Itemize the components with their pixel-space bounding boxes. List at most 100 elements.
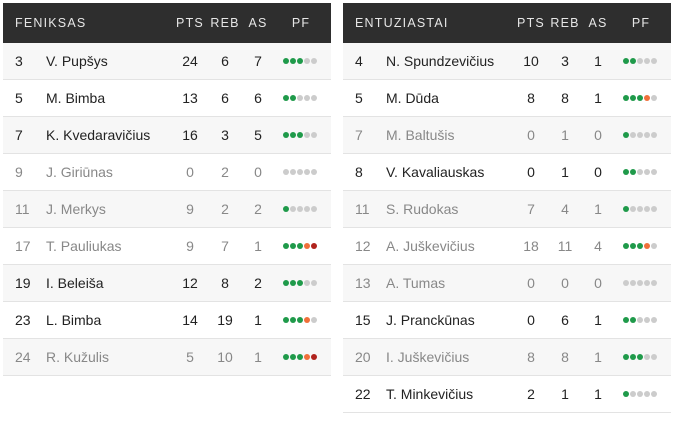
player-name[interactable]: V. Kavaliauskas xyxy=(386,164,485,180)
player-pts: 0 xyxy=(527,312,535,328)
foul-dot xyxy=(297,243,303,249)
player-name[interactable]: J. Pranckūnas xyxy=(386,312,475,328)
foul-dot xyxy=(637,95,643,101)
player-reb: 2 xyxy=(221,201,229,217)
player-name[interactable]: A. Juškevičius xyxy=(386,238,475,254)
table-header: FENIKSAS PTS REB AS PF xyxy=(3,3,331,43)
player-pts: 0 xyxy=(186,164,194,180)
player-name[interactable]: I. Beleiša xyxy=(46,275,104,291)
player-row[interactable]: 20 I. Juškevičius 8 8 1 xyxy=(343,339,671,376)
player-name[interactable]: K. Kvedaravičius xyxy=(46,127,151,143)
personal-fouls-indicator xyxy=(623,95,657,101)
foul-dot xyxy=(623,391,629,397)
col-reb: REB xyxy=(210,16,240,30)
personal-fouls-indicator xyxy=(283,354,317,360)
player-row[interactable]: 24 R. Kužulis 5 10 1 xyxy=(3,339,331,376)
team-table-entuziastai: ENTUZIASTAI PTS REB AS PF 4 N. Spundzevi… xyxy=(343,3,671,413)
player-as: 1 xyxy=(594,349,602,365)
foul-dot xyxy=(304,169,310,175)
player-row[interactable]: 15 J. Pranckūnas 0 6 1 xyxy=(343,302,671,339)
foul-dot xyxy=(644,206,650,212)
player-reb: 19 xyxy=(217,312,233,328)
foul-dot xyxy=(311,206,317,212)
player-as: 1 xyxy=(594,53,602,69)
player-row[interactable]: 9 J. Giriūnas 0 2 0 xyxy=(3,154,331,191)
foul-dot xyxy=(290,95,296,101)
foul-dot xyxy=(651,354,657,360)
foul-dot xyxy=(630,95,636,101)
player-name[interactable]: T. Minkevičius xyxy=(386,386,474,402)
player-as: 1 xyxy=(594,90,602,106)
player-as: 1 xyxy=(254,312,262,328)
player-as: 1 xyxy=(594,201,602,217)
player-row[interactable]: 4 N. Spundzevičius 10 3 1 xyxy=(343,43,671,80)
player-as: 7 xyxy=(254,53,262,69)
foul-dot xyxy=(283,317,289,323)
col-pf: PF xyxy=(291,16,311,30)
player-name[interactable]: J. Merkys xyxy=(46,201,106,217)
player-name[interactable]: V. Pupšys xyxy=(46,53,108,69)
player-name[interactable]: R. Kužulis xyxy=(46,349,110,365)
player-name[interactable]: M. Dūda xyxy=(386,90,439,106)
player-name[interactable]: M. Baltušis xyxy=(386,127,455,143)
foul-dot xyxy=(623,132,629,138)
foul-dot xyxy=(311,280,317,286)
col-as: AS xyxy=(588,16,608,30)
foul-dot xyxy=(630,243,636,249)
foul-dot xyxy=(297,206,303,212)
player-reb: 8 xyxy=(561,349,569,365)
player-row[interactable]: 13 A. Tumas 0 0 0 xyxy=(343,265,671,302)
player-number: 20 xyxy=(355,349,371,365)
personal-fouls-indicator xyxy=(283,58,317,64)
foul-dot xyxy=(311,317,317,323)
player-row[interactable]: 11 S. Rudokas 7 4 1 xyxy=(343,191,671,228)
foul-dot xyxy=(630,132,636,138)
foul-dot xyxy=(644,280,650,286)
player-name[interactable]: T. Pauliukas xyxy=(46,238,122,254)
player-row[interactable]: 22 T. Minkevičius 2 1 1 xyxy=(343,376,671,413)
player-name[interactable]: N. Spundzevičius xyxy=(386,53,495,69)
foul-dot xyxy=(623,280,629,286)
foul-dot xyxy=(311,354,317,360)
player-name[interactable]: M. Bimba xyxy=(46,90,106,106)
player-row[interactable]: 17 T. Pauliukas 9 7 1 xyxy=(3,228,331,265)
foul-dot xyxy=(283,354,289,360)
foul-dot xyxy=(283,58,289,64)
player-name[interactable]: S. Rudokas xyxy=(386,201,459,217)
foul-dot xyxy=(290,169,296,175)
foul-dot xyxy=(290,132,296,138)
player-pts: 10 xyxy=(523,53,539,69)
player-reb: 6 xyxy=(561,312,569,328)
player-row[interactable]: 8 V. Kavaliauskas 0 1 0 xyxy=(343,154,671,191)
player-row[interactable]: 3 V. Pupšys 24 6 7 xyxy=(3,43,331,80)
player-row[interactable]: 5 M. Dūda 8 8 1 xyxy=(343,80,671,117)
player-number: 11 xyxy=(355,201,370,217)
player-number: 5 xyxy=(355,90,363,106)
foul-dot xyxy=(623,243,629,249)
player-row[interactable]: 23 L. Bimba 14 19 1 xyxy=(3,302,331,339)
personal-fouls-indicator xyxy=(283,317,317,323)
foul-dot xyxy=(290,206,296,212)
foul-dot xyxy=(644,58,650,64)
player-row[interactable]: 5 M. Bimba 13 6 6 xyxy=(3,80,331,117)
player-row[interactable]: 7 M. Baltušis 0 1 0 xyxy=(343,117,671,154)
foul-dot xyxy=(297,58,303,64)
personal-fouls-indicator xyxy=(283,206,317,212)
foul-dot xyxy=(637,132,643,138)
foul-dot xyxy=(283,280,289,286)
player-reb: 3 xyxy=(561,53,569,69)
player-reb: 3 xyxy=(221,127,229,143)
personal-fouls-indicator xyxy=(283,132,317,138)
player-name[interactable]: J. Giriūnas xyxy=(46,164,113,180)
player-name[interactable]: L. Bimba xyxy=(46,312,102,328)
player-pts: 24 xyxy=(182,53,198,69)
player-row[interactable]: 11 J. Merkys 9 2 2 xyxy=(3,191,331,228)
player-row[interactable]: 7 K. Kvedaravičius 16 3 5 xyxy=(3,117,331,154)
player-name[interactable]: I. Juškevičius xyxy=(386,349,470,365)
player-as: 0 xyxy=(594,127,602,143)
player-name[interactable]: A. Tumas xyxy=(386,275,446,291)
player-row[interactable]: 12 A. Juškevičius 18 11 4 xyxy=(343,228,671,265)
foul-dot xyxy=(311,58,317,64)
player-row[interactable]: 19 I. Beleiša 12 8 2 xyxy=(3,265,331,302)
foul-dot xyxy=(623,169,629,175)
